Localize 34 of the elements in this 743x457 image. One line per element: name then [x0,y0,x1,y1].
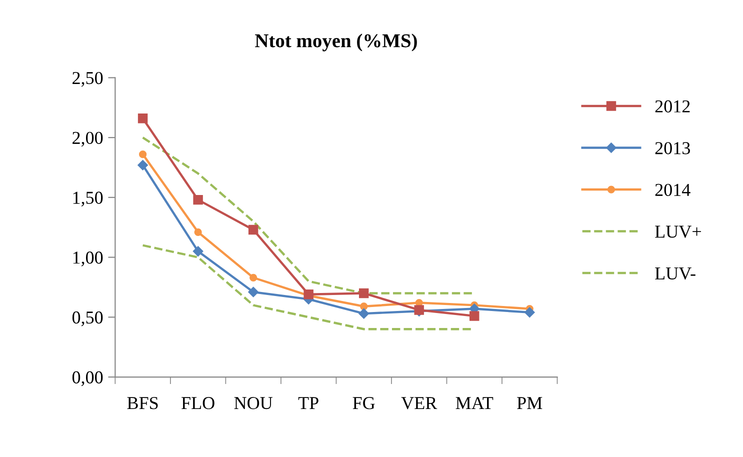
point [360,302,368,310]
point [193,194,203,205]
point [192,246,204,256]
x-tick-label: MAT [456,397,494,409]
point [358,308,369,319]
x-tick-label: TP [298,397,318,409]
y-tick-label: 1,50 [73,192,103,206]
x-tick-label: VER [401,397,438,410]
point [248,224,258,235]
point [138,150,147,158]
chart-title: Ntot moyen (%MS) [255,34,417,52]
y-tick-label: 2,00 [72,132,103,147]
point [358,288,369,298]
point [138,114,148,124]
point [138,160,148,170]
legend-label: LUV+ [655,226,701,238]
point [248,286,258,298]
point [249,274,258,282]
x-tick-label: PM [517,397,542,409]
y-tick-label: 2,50 [72,72,103,87]
x-tick-label: BFS [127,397,158,410]
x-tick-label: NOU [234,397,272,410]
legend-label: 2014 [655,184,690,196]
x-tick-label: FG [352,397,375,410]
point [470,311,480,321]
y-tick-label: 0,00 [72,371,103,386]
legend-label: LUV- [655,268,696,280]
point [194,228,202,236]
point [524,307,535,318]
y-tick-label: 1,00 [73,252,103,266]
legend-label: 2013 [655,142,690,154]
legend-label: 2012 [655,100,690,112]
y-tick-label: 0,50 [72,311,103,326]
x-tick-label: FLO [182,397,214,410]
